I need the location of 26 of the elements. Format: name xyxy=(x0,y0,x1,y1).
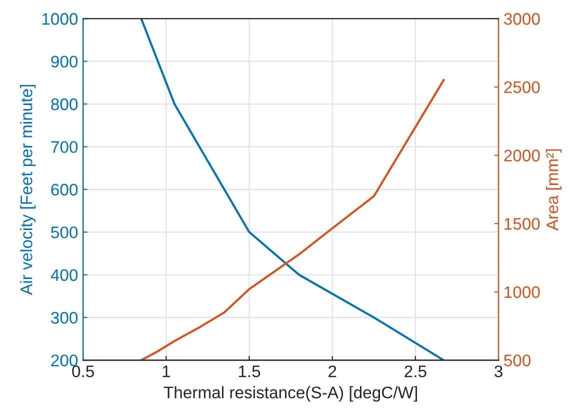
y-tick-label: 200 xyxy=(51,354,78,366)
y2-tick-label: 500 xyxy=(504,354,531,366)
x-tick-label: 1.5 xyxy=(238,366,260,378)
y2-axis-title: Area [mm²] xyxy=(546,149,562,231)
y2-tick-label: 1500 xyxy=(504,218,540,230)
line-series xyxy=(140,18,445,360)
y2-tick-label: 3000 xyxy=(504,13,540,25)
y-tick-label: 900 xyxy=(51,56,78,68)
y-tick-label: 1000 xyxy=(42,13,78,25)
y-tick-label: 700 xyxy=(51,141,78,153)
x-tick-label: 3 xyxy=(494,365,502,378)
y-tick-label: 300 xyxy=(51,312,78,324)
y2-tick-label: 1000 xyxy=(504,286,540,298)
y-tick-label: 800 xyxy=(51,98,78,110)
line-series xyxy=(140,79,445,360)
x-tick-label: 2.5 xyxy=(404,365,426,378)
x-axis-title: Thermal resistance(S-A) [degC/W] xyxy=(164,386,417,402)
y2-tick-label: 2500 xyxy=(504,81,540,94)
y-axis-title: Air velocity [Feet per minute] xyxy=(20,84,36,295)
x-tick-label: 0.5 xyxy=(72,365,94,378)
y-tick-label: 600 xyxy=(51,184,78,196)
y-tick-label: 500 xyxy=(51,226,78,238)
y2-tick-label: 2000 xyxy=(504,150,540,162)
y-tick-label: 400 xyxy=(50,269,78,281)
x-tick-label: 1 xyxy=(162,366,170,378)
x-tick-label: 2 xyxy=(328,365,336,378)
